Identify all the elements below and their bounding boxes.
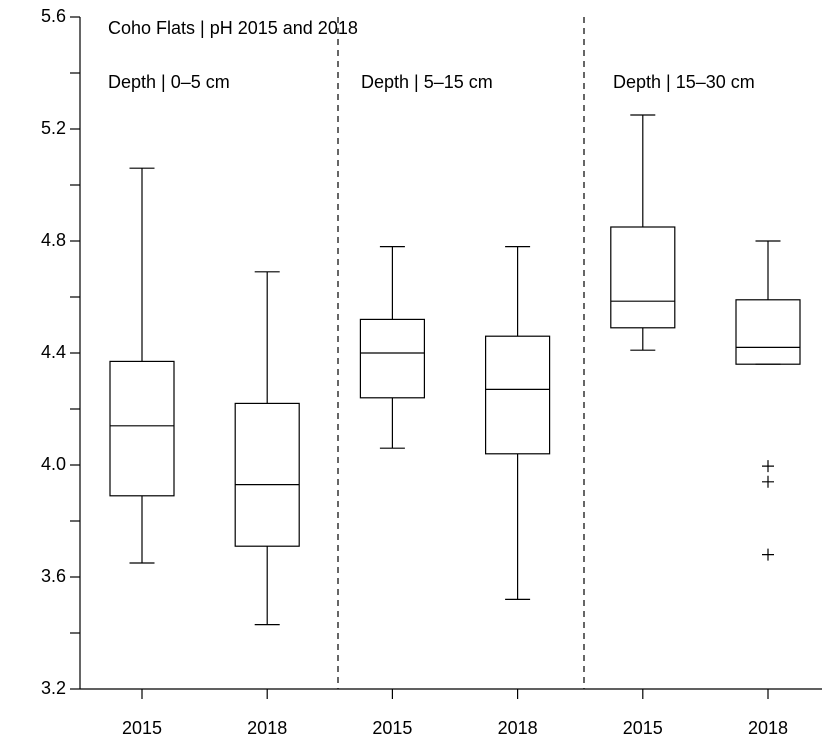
y-tick-label: 5.2: [41, 118, 66, 138]
panel-label: Depth | 5–15 cm: [361, 72, 493, 92]
panel-label: Depth | 0–5 cm: [108, 72, 230, 92]
x-tick-label: 2018: [498, 718, 538, 738]
x-tick-label: 2018: [247, 718, 287, 738]
box: [109, 360, 175, 497]
chart-title: Coho Flats | pH 2015 and 2018: [108, 18, 358, 38]
box: [735, 299, 801, 365]
outlier: [762, 460, 774, 473]
y-tick-label: 4.8: [41, 230, 66, 250]
x-tick-label: 2015: [122, 718, 162, 738]
y-tick-label: 3.6: [41, 566, 66, 586]
panel-label: Depth | 15–30 cm: [613, 72, 755, 92]
x-tick-label: 2015: [623, 718, 663, 738]
box: [610, 226, 676, 329]
box: [485, 335, 551, 455]
outlier: [762, 475, 774, 488]
y-tick-label: 4.4: [41, 342, 66, 362]
y-tick-label: 4.0: [41, 454, 66, 474]
box: [234, 402, 300, 547]
box: [359, 318, 425, 399]
x-tick-label: 2018: [748, 718, 788, 738]
y-tick-label: 3.2: [41, 678, 66, 698]
outlier: [762, 548, 774, 561]
y-tick-label: 5.6: [41, 6, 66, 26]
x-tick-label: 2015: [372, 718, 412, 738]
